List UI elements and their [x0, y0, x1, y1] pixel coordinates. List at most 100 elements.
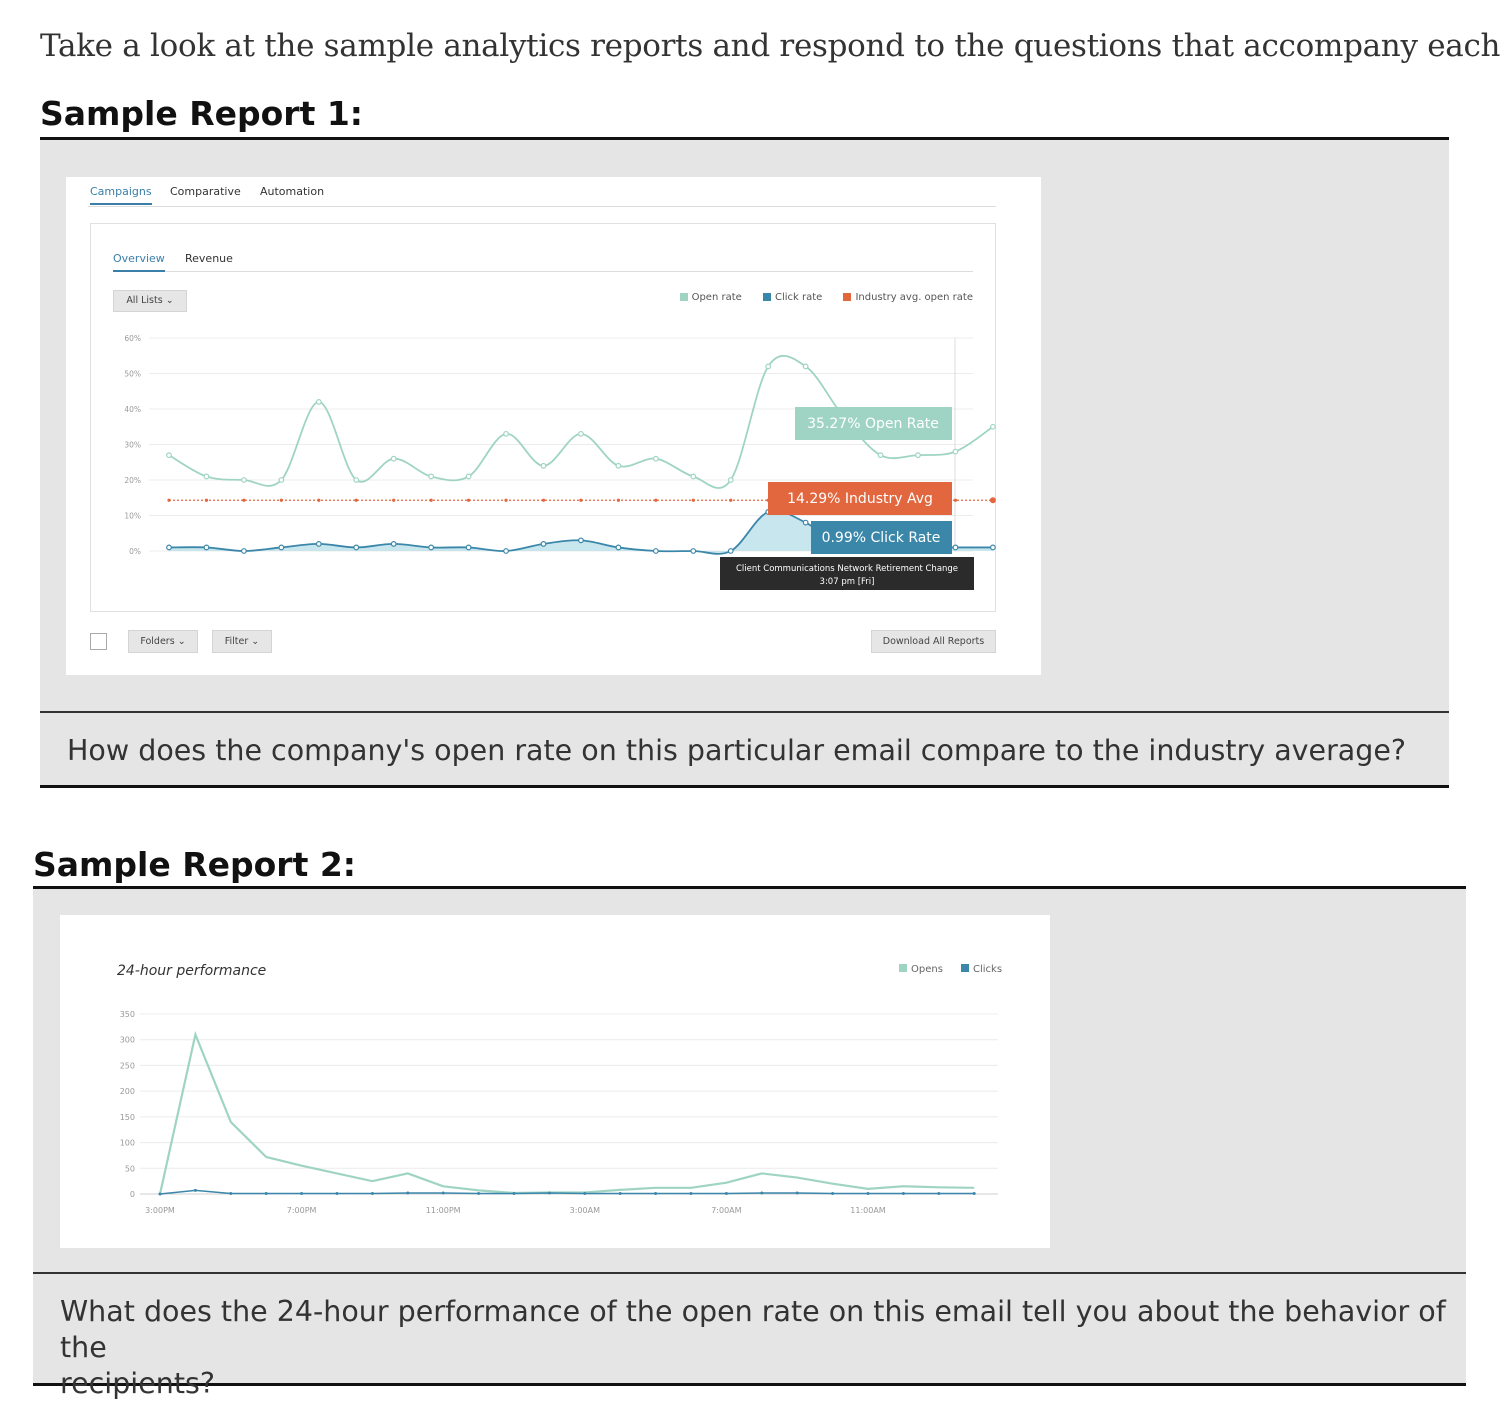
- industry-point: [242, 498, 246, 502]
- folders-button[interactable]: Folders ⌄: [128, 630, 198, 653]
- clicks-point: [512, 1191, 516, 1195]
- clicks-point: [583, 1191, 587, 1195]
- y-tick-label: 20%: [124, 476, 141, 485]
- open-rate-point: [615, 462, 622, 469]
- legend-swatch-open: [679, 293, 688, 301]
- y-tick-label: 10%: [124, 512, 141, 521]
- clicks-point: [654, 1191, 658, 1195]
- clicks-point: [300, 1191, 304, 1195]
- click-rate-point: [727, 548, 734, 554]
- legend-open-label: Open rate: [691, 292, 742, 303]
- opens-line: [158, 1030, 975, 1195]
- industry-point: [317, 498, 321, 502]
- report-2-chart: 24-hour performance Opens Clicks 0 50 100 150 2…: [117, 963, 1002, 1215]
- legend-swatch-industry: [843, 293, 852, 301]
- open-rate-point: [465, 473, 472, 480]
- select-all-checkbox[interactable]: [90, 633, 107, 650]
- clicks-point: [229, 1191, 233, 1195]
- x-tick-label: 3:00PM: [145, 1206, 175, 1215]
- industry-point: [467, 498, 471, 502]
- chevron-down-icon: ⌄: [251, 636, 260, 647]
- y-tick-label: 40%: [124, 405, 141, 414]
- click-rate-callout-box: [811, 521, 952, 554]
- clicks-point: [972, 1191, 976, 1195]
- folders-label: Folders: [140, 636, 175, 647]
- report-1-screenshot: Campaigns Comparative Automation Overvie…: [66, 177, 1041, 675]
- click-rate-point: [652, 548, 659, 554]
- click-rate-callout-text: 0.99% Click Rate: [822, 530, 941, 546]
- intro-text: Take a look at the sample analytics repo…: [40, 28, 1501, 64]
- click-rate-area: [169, 510, 993, 554]
- y-tick-label: 0%: [129, 547, 141, 556]
- hover-tooltip-time: 3:07 pm [Fri]: [820, 577, 875, 587]
- click-rate-callout: 0.99% Click Rate: [811, 521, 952, 554]
- report-2-question-line-2: recipients?: [60, 1367, 215, 1400]
- open-rate-point: [652, 455, 659, 462]
- hover-tooltip-title: Client Communications Network Retirement…: [736, 564, 958, 574]
- chart-title: 24-hour performance: [117, 963, 266, 979]
- industry-point: [729, 498, 733, 502]
- industry-point: [616, 498, 621, 502]
- open-rate-point: [915, 452, 921, 459]
- all-lists-dropdown[interactable]: All Lists ⌄: [113, 290, 187, 312]
- click-rate-point: [278, 544, 285, 551]
- clicks-point: [477, 1191, 481, 1195]
- report-1-heading: Sample Report 1:: [40, 94, 364, 133]
- legend-swatch-opens: [899, 964, 907, 972]
- legend-industry-label: Industry avg. open rate: [855, 292, 973, 303]
- report-2-question-line-1: What does the 24-hour performance of the…: [60, 1295, 1446, 1364]
- filter-label: Filter: [224, 636, 249, 647]
- industry-point: [392, 498, 396, 502]
- chevron-down-icon: ⌄: [165, 295, 174, 306]
- tab-comparative[interactable]: Comparative: [170, 185, 241, 198]
- download-all-reports-button[interactable]: Download All Reports: [871, 630, 996, 653]
- clicks-point: [760, 1191, 764, 1195]
- chevron-down-icon: ⌄: [177, 636, 186, 647]
- clicks-point: [158, 1192, 162, 1196]
- click-rate-point: [802, 519, 809, 526]
- click-rate-point: [315, 541, 322, 547]
- open-rate-callout-text: 35.27% Open Rate: [807, 416, 939, 432]
- report-2-legend: Opens Clicks: [899, 964, 1002, 975]
- report-1-panel: Campaigns Comparative Automation Overvie…: [40, 137, 1449, 713]
- all-lists-label: All Lists: [126, 295, 163, 306]
- click-rate-point: [353, 544, 360, 551]
- industry-avg-callout-box: [768, 482, 952, 515]
- clicks-point: [901, 1191, 905, 1195]
- clicks-point: [795, 1191, 799, 1195]
- y-tick-label: 200: [120, 1087, 135, 1096]
- open-rate-point: [690, 473, 697, 480]
- clicks-point: [193, 1188, 197, 1192]
- clicks-point: [831, 1191, 835, 1195]
- report-2-screenshot: 24-hour performance Opens Clicks 0 50 100 150 2…: [60, 915, 1050, 1248]
- tab-revenue[interactable]: Revenue: [185, 252, 233, 265]
- legend-clicks-label: Clicks: [973, 964, 1002, 975]
- y-tick-label: 100: [120, 1139, 135, 1148]
- open-rate-point: [278, 477, 285, 483]
- open-rate-point: [390, 455, 397, 462]
- clicks-point: [335, 1191, 339, 1195]
- click-rate-point: [615, 544, 622, 551]
- open-rate-callout-box: [795, 407, 952, 440]
- tab-overview[interactable]: Overview: [113, 252, 165, 272]
- x-tick-label: 7:00PM: [287, 1206, 317, 1215]
- open-rate-point: [503, 430, 509, 437]
- legend-swatch-clicks: [961, 964, 969, 972]
- report-2-panel: 24-hour performance Opens Clicks 0 50 100 150 2…: [33, 886, 1466, 1274]
- x-tick-label: 3:00AM: [570, 1206, 600, 1215]
- industry-point: [279, 498, 283, 502]
- report-1-chart: 0% 10% 20% 30% 40% 50% 60% 35.27% Open Rate 14.2…: [124, 334, 996, 590]
- click-rate-point: [690, 548, 697, 554]
- clicks-point: [264, 1191, 268, 1195]
- tab-campaigns[interactable]: Campaigns: [90, 185, 152, 205]
- tab-automation[interactable]: Automation: [260, 185, 325, 198]
- legend-click-label: Click rate: [774, 292, 823, 303]
- report-1-legend: Open rate Click rate Industry avg. open …: [662, 292, 973, 303]
- clicks-point: [937, 1191, 941, 1195]
- open-rate-callout: 35.27% Open Rate: [795, 407, 952, 440]
- filter-button[interactable]: Filter ⌄: [212, 630, 272, 653]
- open-rate-point: [353, 477, 360, 483]
- report-1-question: How does the company's open rate on this…: [40, 711, 1449, 788]
- clicks-point: [441, 1191, 445, 1195]
- sub-tab-bar: Overview Revenue: [113, 252, 973, 272]
